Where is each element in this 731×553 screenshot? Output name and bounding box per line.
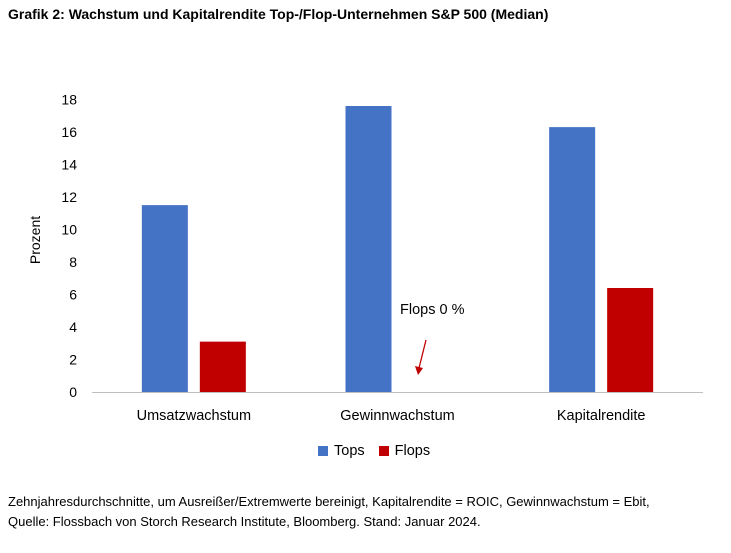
bar-tops-gewinnwachstum (345, 106, 392, 392)
y-tick-label: 16 (61, 124, 77, 140)
bar-tops-umsatzwachstum (141, 205, 188, 392)
bar-flops-kapitalrendite (607, 288, 654, 392)
legend-label-flops: Flops (394, 443, 431, 459)
x-category-label: Gewinnwachstum (340, 408, 454, 424)
x-category-label: Umsatzwachstum (137, 408, 251, 424)
footnote: Zehnjahresdurchschnitte, um Ausreißer/Ex… (8, 492, 650, 532)
footnote-line-2: Quelle: Flossbach von Storch Research In… (8, 514, 481, 529)
y-tick-label: 18 (61, 92, 77, 108)
y-tick-label: 4 (69, 319, 77, 335)
annotation-arrow (415, 339, 427, 375)
legend-swatch-tops (318, 446, 328, 456)
category-labels: Umsatzwachstum Gewinnwachstum Kapitalrendi… (137, 408, 646, 424)
legend-item-tops: Tops (318, 443, 365, 459)
annotation-label: Flops 0 % (400, 302, 465, 318)
legend: Tops Flops (318, 443, 430, 459)
y-axis-ticks: 0 2 4 6 8 10 12 14 16 18 (61, 92, 77, 401)
bar-flops-umsatzwachstum (199, 341, 246, 392)
y-tick-label: 6 (69, 287, 77, 303)
y-tick-label: 14 (61, 157, 77, 173)
bar-tops-kapitalrendite (549, 127, 596, 392)
legend-item-flops: Flops (378, 443, 431, 459)
bars (141, 106, 654, 392)
y-tick-label: 0 (69, 384, 77, 400)
footnote-line-1: Zehnjahresdurchschnitte, um Ausreißer/Ex… (8, 494, 650, 509)
y-tick-label: 8 (69, 254, 77, 270)
y-tick-label: 2 (69, 352, 77, 368)
y-axis-label: Prozent (27, 216, 43, 264)
x-category-label: Kapitalrendite (557, 408, 646, 424)
legend-swatch-flops (378, 446, 389, 456)
y-tick-label: 12 (61, 189, 77, 205)
legend-label-tops: Tops (334, 443, 365, 459)
chart-title: Grafik 2: Wachstum und Kapitalrendite To… (8, 6, 549, 22)
y-tick-label: 10 (61, 222, 77, 238)
